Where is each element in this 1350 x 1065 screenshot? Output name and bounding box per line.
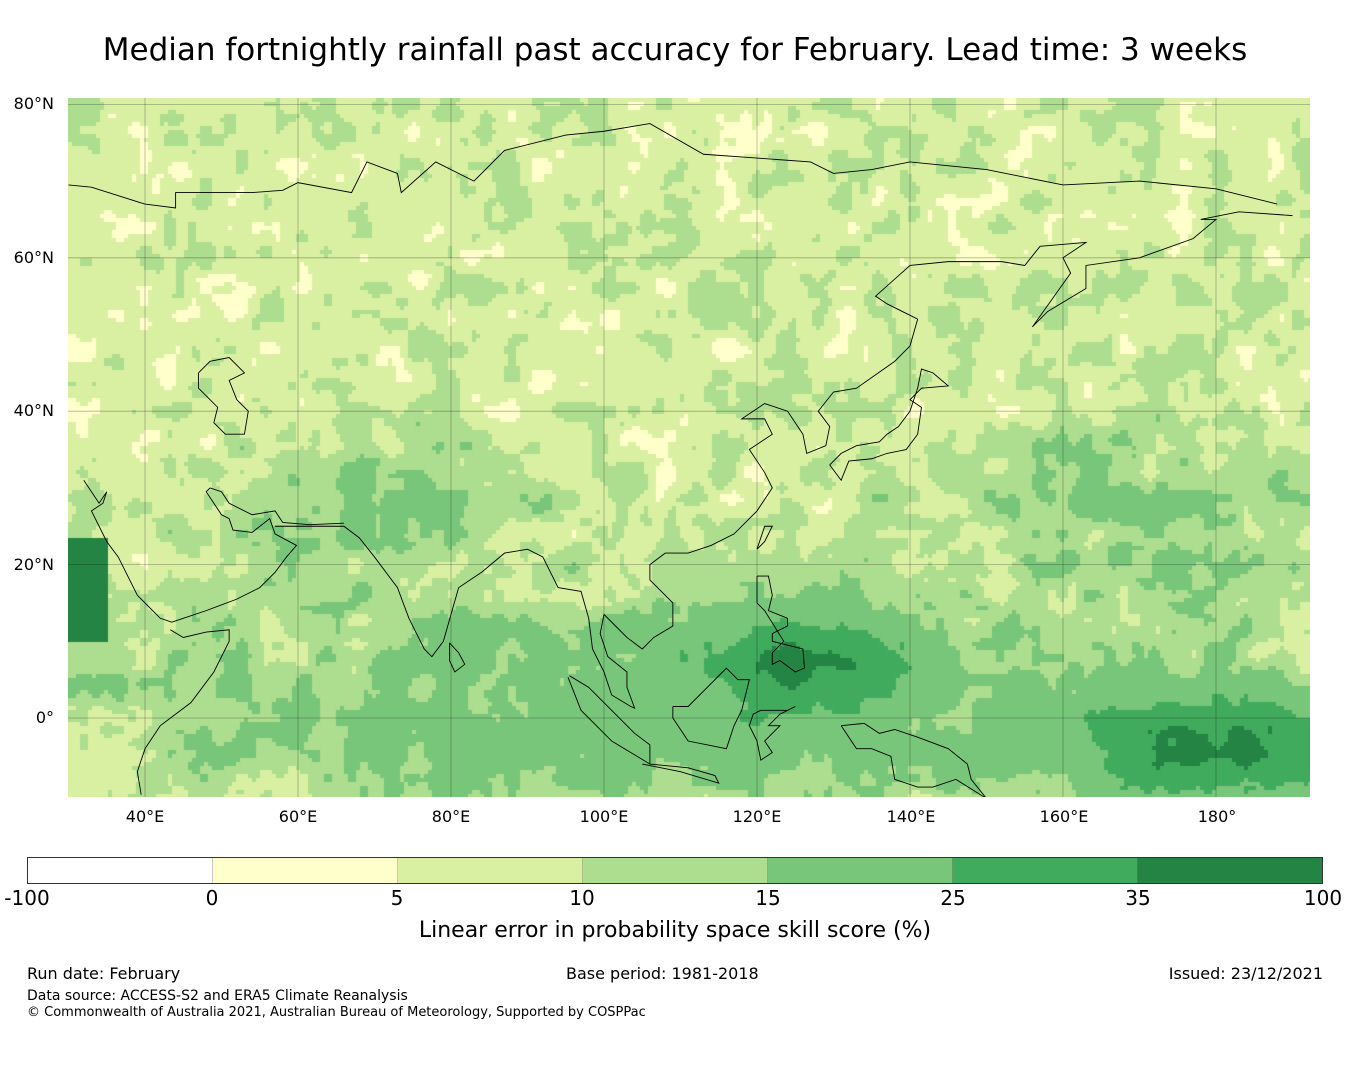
coastline [672, 667, 750, 750]
colorbar-tick: 10 [569, 886, 595, 910]
lon-label-100e: 100°E [579, 807, 629, 826]
colorbar-tick: 100 [1303, 886, 1343, 910]
coastline [83, 479, 298, 623]
lon-label-120e: 120°E [732, 807, 782, 826]
colorbar [27, 857, 1323, 884]
colorbar-tick: 5 [390, 886, 404, 910]
coastline [68, 123, 1278, 209]
lat-label-0: 0° [35, 708, 54, 727]
coastline [275, 211, 1293, 709]
run-date: Run date: February [27, 964, 181, 983]
lat-label-80n: 80°N [13, 94, 54, 113]
lat-label-20n: 20°N [13, 555, 54, 574]
lon-label-140e: 140°E [886, 807, 936, 826]
colorbar-tick: 25 [940, 886, 966, 910]
colorbar-bin [28, 858, 213, 883]
lon-label-60e: 60°E [278, 807, 318, 826]
issued-date: Issued: 23/12/2021 [1168, 964, 1323, 983]
coastline [198, 357, 249, 435]
skill-score-field [68, 98, 1310, 797]
coastline [449, 642, 466, 673]
figure-title: Median fortnightly rainfall past accurac… [102, 32, 1248, 68]
coastline [756, 575, 805, 673]
colorbar-tick: 0 [205, 886, 219, 910]
lon-label-160e: 160°E [1039, 807, 1089, 826]
coastline [748, 706, 796, 761]
colorbar-tick: 35 [1125, 886, 1151, 910]
data-source: Data source: ACCESS-S2 and ERA5 Climate … [27, 988, 408, 1004]
colorbar-bin [398, 858, 583, 883]
colorbar-bin [768, 858, 953, 883]
colorbar-tick: 15 [755, 886, 781, 910]
colorbar-bin [1138, 858, 1322, 883]
coastline [829, 368, 950, 482]
lon-label-40e: 40°E [125, 807, 165, 826]
base-period: Base period: 1981-2018 [566, 964, 759, 983]
coastlines-and-gridlines [68, 98, 1310, 797]
skill-score-map [68, 98, 1310, 797]
colorbar-tick: -100 [4, 886, 50, 910]
coastline [136, 629, 230, 795]
lat-label-60n: 60°N [13, 248, 54, 267]
colorbar-bin [213, 858, 398, 883]
lon-label-80e: 80°E [431, 807, 471, 826]
coastline [840, 722, 986, 797]
coastline [756, 525, 774, 550]
coastline [567, 675, 651, 765]
colorbar-bin [953, 858, 1138, 883]
lon-label-180: 180° [1197, 807, 1237, 826]
lat-label-40n: 40°N [13, 401, 54, 420]
colorbar-label: Linear error in probability space skill … [418, 918, 932, 943]
colorbar-bin [583, 858, 768, 883]
coastline [209, 487, 344, 526]
coastline [642, 763, 720, 784]
copyright: © Commonwealth of Australia 2021, Austra… [27, 1005, 646, 1020]
